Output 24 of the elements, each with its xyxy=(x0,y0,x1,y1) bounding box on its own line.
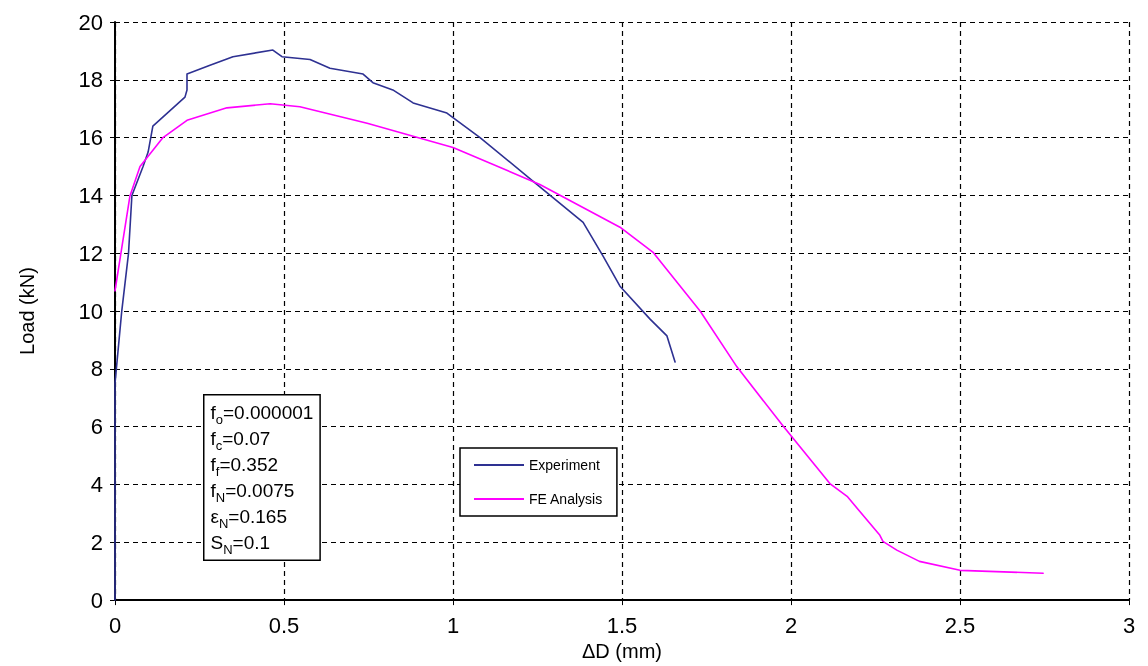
x-tick-label: 3 xyxy=(1122,612,1136,638)
x-tick-label: 1.5 xyxy=(606,612,638,638)
y-tick-label: 20 xyxy=(78,9,103,35)
legend-label: Experiment xyxy=(529,457,600,473)
line-series xyxy=(114,103,1044,575)
y-tick-label: 14 xyxy=(78,182,103,208)
y-tick-label: 4 xyxy=(90,471,103,497)
x-axis-title: ΔD (mm) xyxy=(582,640,662,662)
y-tick-label: 16 xyxy=(78,125,103,151)
x-tick-label: 2 xyxy=(784,612,798,638)
x-tick-label: 0 xyxy=(108,612,122,638)
y-tick-label: 10 xyxy=(78,298,103,324)
y-axis-title: Load (kN) xyxy=(16,267,38,355)
y-tick-label: 2 xyxy=(90,529,103,555)
x-tick-label: 2.5 xyxy=(944,612,976,638)
y-tick-label: 6 xyxy=(90,414,103,440)
legend-label: FE Analysis xyxy=(529,491,603,507)
y-tick-label: 0 xyxy=(90,587,103,613)
x-tick-label: 0.5 xyxy=(268,612,300,638)
line-series xyxy=(114,49,676,601)
y-tick-label: 8 xyxy=(90,356,103,382)
x-tick-label: 1 xyxy=(446,612,460,638)
y-tick-label: 18 xyxy=(78,67,103,93)
y-tick-label: 12 xyxy=(78,240,103,266)
